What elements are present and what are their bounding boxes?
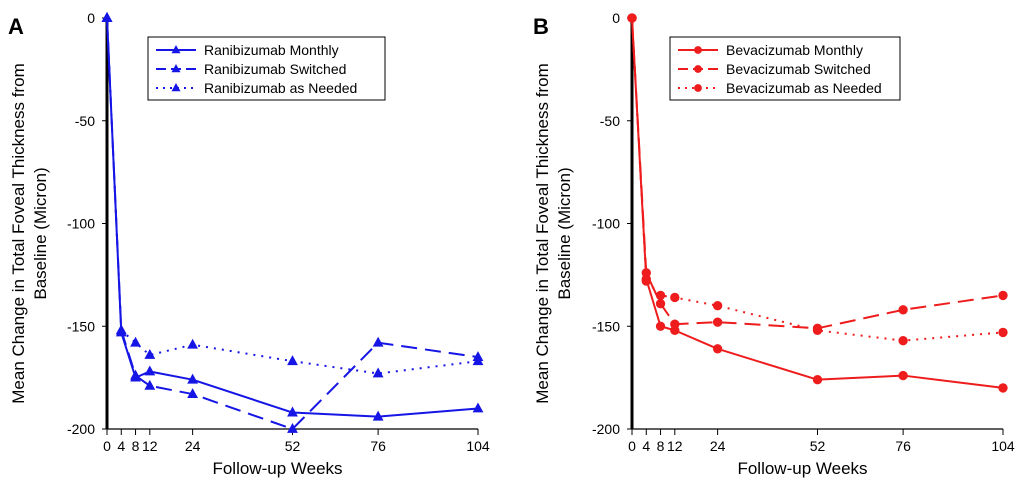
series-dotted [101, 12, 484, 378]
y-tick-label: -100 [67, 216, 95, 232]
x-tick-label: 24 [185, 438, 201, 454]
x-tick-label: 4 [642, 438, 650, 454]
data-point [812, 325, 823, 336]
panel-label: A [8, 14, 24, 39]
y-tick-label: -50 [75, 113, 95, 129]
series-line [631, 17, 1004, 389]
data-point [187, 388, 199, 398]
data-point [287, 423, 298, 433]
data-point [998, 290, 1008, 301]
data-point [115, 324, 127, 335]
y-axis-title-line-1: Mean Change in Total Foveal Thickness fr… [9, 63, 28, 404]
data-point [712, 344, 723, 354]
legend-marker [171, 83, 181, 92]
x-tick-label: 0 [628, 438, 636, 454]
data-point [101, 12, 113, 22]
legend-label: Bevacizumab Monthly [726, 42, 863, 58]
y-tick-label: -150 [592, 318, 620, 334]
data-point [144, 349, 156, 359]
legend-marker [694, 65, 702, 73]
legend-label: Ranibizumab Switched [204, 61, 346, 77]
data-point [812, 375, 823, 385]
data-point [898, 305, 908, 315]
y-tick-label: 0 [87, 10, 95, 26]
data-point [287, 355, 298, 366]
x-tick-label: 76 [370, 438, 386, 454]
legend-marker [694, 46, 702, 54]
x-tick-label: 12 [142, 438, 158, 454]
x-tick-label: 4 [117, 438, 125, 454]
x-tick-label: 104 [466, 438, 490, 454]
y-tick-label: -200 [67, 421, 95, 437]
data-point [130, 369, 141, 380]
data-point [130, 336, 141, 347]
x-tick-label: 8 [657, 438, 665, 454]
data-point [372, 367, 384, 378]
y-axis-title-line-1: Mean Change in Total Foveal Thickness fr… [533, 63, 552, 404]
series-dashed [627, 13, 1008, 333]
x-tick-label: 0 [103, 438, 111, 454]
y-tick-label: -200 [592, 421, 620, 437]
series-line [631, 17, 1004, 330]
x-tick-label: 24 [710, 438, 726, 454]
series-dotted [627, 13, 1008, 346]
x-tick-label: 12 [667, 438, 683, 454]
data-point [287, 406, 298, 417]
x-tick-label: 52 [285, 438, 301, 454]
data-point [670, 292, 680, 303]
legend-marker [694, 84, 702, 92]
data-point [627, 13, 637, 23]
x-tick-label: 8 [132, 438, 140, 454]
legend-marker [171, 45, 181, 54]
data-point [144, 379, 156, 390]
x-axis-title: Follow-up Weeks [212, 459, 342, 478]
data-point [655, 290, 666, 301]
legend-label: Bevacizumab as Needed [726, 80, 882, 96]
data-point [372, 410, 384, 421]
data-point [898, 335, 908, 346]
data-point [372, 336, 384, 347]
legend: Ranibizumab Monthly Ranibizumab Switched R… [147, 36, 386, 101]
x-tick-label: 52 [810, 438, 826, 454]
data-point [998, 383, 1008, 393]
data-point [712, 301, 723, 311]
legend-label: Ranibizumab Monthly [204, 42, 339, 58]
series-line [106, 17, 479, 430]
x-tick-label: 104 [991, 438, 1015, 454]
panel-label: B [533, 14, 549, 39]
data-point [655, 321, 666, 331]
data-point [655, 298, 666, 309]
y-tick-label: 0 [612, 10, 620, 26]
y-axis-title-line-2: Baseline (Micron) [31, 167, 50, 299]
legend-box [147, 36, 386, 101]
y-tick-label: -100 [592, 216, 620, 232]
data-point [472, 355, 484, 366]
data-point [712, 317, 723, 327]
data-point [898, 370, 908, 381]
legend-label: Ranibizumab as Needed [204, 80, 357, 96]
data-point [998, 327, 1008, 338]
x-tick-label: 76 [895, 438, 911, 454]
data-point [187, 338, 199, 349]
data-point [187, 373, 199, 384]
data-point [670, 319, 680, 329]
data-point [144, 365, 156, 376]
y-axis-title-line-2: Baseline (Micron) [555, 167, 574, 299]
x-axis-title: Follow-up Weeks [737, 459, 867, 478]
data-point [641, 276, 651, 286]
legend-marker [171, 64, 181, 73]
y-tick-label: -150 [67, 318, 95, 334]
data-point [472, 402, 484, 413]
data-point [641, 268, 651, 278]
legend-label: Bevacizumab Switched [726, 61, 871, 77]
legend: Bevacizumab Monthly Bevacizumab Switched B… [669, 36, 901, 101]
y-tick-label: -50 [600, 113, 620, 129]
